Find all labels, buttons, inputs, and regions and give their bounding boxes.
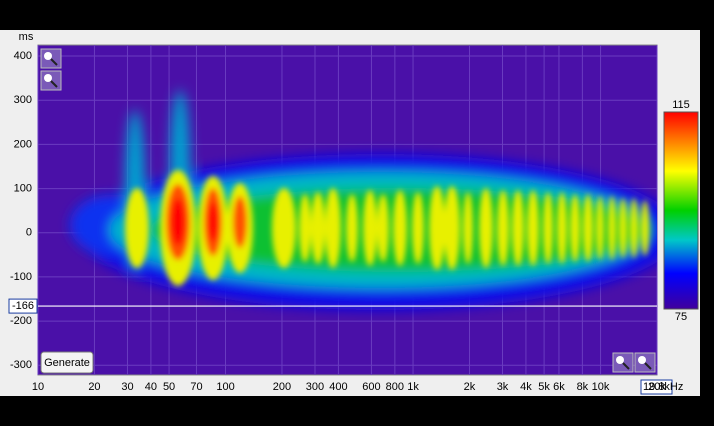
- button-label[interactable]: Generate: [44, 357, 90, 369]
- texture: [429, 186, 445, 270]
- texture: [641, 200, 649, 256]
- x-tick-label: 1k: [407, 381, 419, 393]
- x-tick-label: 20: [88, 381, 100, 393]
- texture: [497, 190, 509, 266]
- texture: [412, 192, 424, 264]
- overlay: -166 19.8kHz: [8, 298, 683, 395]
- y-tick-label: -100: [10, 271, 32, 283]
- texture: [608, 196, 616, 260]
- texture: [208, 202, 218, 242]
- x-tick-label: 300: [306, 381, 324, 393]
- x-tick-label: 200: [273, 381, 291, 393]
- texture: [171, 198, 185, 246]
- colorbar: [663, 111, 699, 310]
- y-unit: ms: [19, 31, 34, 43]
- x-tick-label: 3k: [497, 381, 509, 393]
- y-tick-label: 200: [14, 138, 32, 150]
- texture: [363, 190, 377, 266]
- x-tick-label: 100: [216, 381, 234, 393]
- texture: [570, 194, 580, 262]
- y-tick-label: 0: [26, 227, 32, 239]
- x-tick-label: 2k: [464, 381, 476, 393]
- texture: [583, 194, 593, 262]
- x-tick-label: 10: [32, 381, 44, 393]
- y-tick-label: 400: [14, 50, 32, 62]
- generate-button[interactable]: Generate: [40, 351, 94, 374]
- cursor-x-label: 19.8kHz: [643, 381, 683, 393]
- texture: [125, 188, 149, 268]
- x-tick-label: 50: [163, 381, 175, 393]
- texture: [630, 198, 638, 258]
- texture: [512, 190, 524, 266]
- x-tick-label: 30: [121, 381, 133, 393]
- x-tick-label: 10k: [592, 381, 610, 393]
- texture: [346, 194, 358, 262]
- texture: [325, 188, 341, 268]
- texture: [311, 192, 325, 264]
- blur-layer: [125, 170, 649, 286]
- texture: [444, 186, 460, 270]
- cursor-y-label: -166: [12, 300, 34, 312]
- texture: [479, 188, 493, 268]
- texture: [543, 192, 553, 264]
- x-tick-label: 8k: [577, 381, 589, 393]
- texture: [463, 192, 473, 264]
- spectrogram-field: [70, 90, 657, 310]
- texture: [527, 190, 539, 266]
- cursor-label-box: [8, 298, 38, 314]
- texture: [596, 196, 604, 260]
- texture: [233, 196, 247, 248]
- y-tick-label: 100: [14, 182, 32, 194]
- y-tick-label: 300: [14, 94, 32, 106]
- x-tick-label: 5k: [538, 381, 550, 393]
- texture: [619, 198, 627, 258]
- x-tick-label: 400: [329, 381, 347, 393]
- texture: [377, 194, 389, 262]
- texture: [299, 194, 311, 262]
- x-tick-label: 800: [386, 381, 404, 393]
- x-tick-label: 70: [190, 381, 202, 393]
- x-tick-label: 40: [145, 381, 157, 393]
- texture: [557, 192, 567, 264]
- cursor-x-box: [640, 379, 673, 395]
- x-tick-label: 6k: [553, 381, 565, 393]
- colorbar-min: 75: [675, 311, 687, 323]
- x-tick-label: 600: [362, 381, 380, 393]
- texture: [272, 188, 296, 268]
- x-tick-label: 4k: [520, 381, 532, 393]
- x-tick-label: 20k: [648, 381, 666, 393]
- texture: [393, 190, 407, 266]
- colorbar-max: 115: [672, 99, 690, 111]
- zoom-buttons[interactable]: [40, 48, 656, 373]
- y-tick-label: -300: [10, 359, 32, 371]
- y-tick-label: -200: [10, 315, 32, 327]
